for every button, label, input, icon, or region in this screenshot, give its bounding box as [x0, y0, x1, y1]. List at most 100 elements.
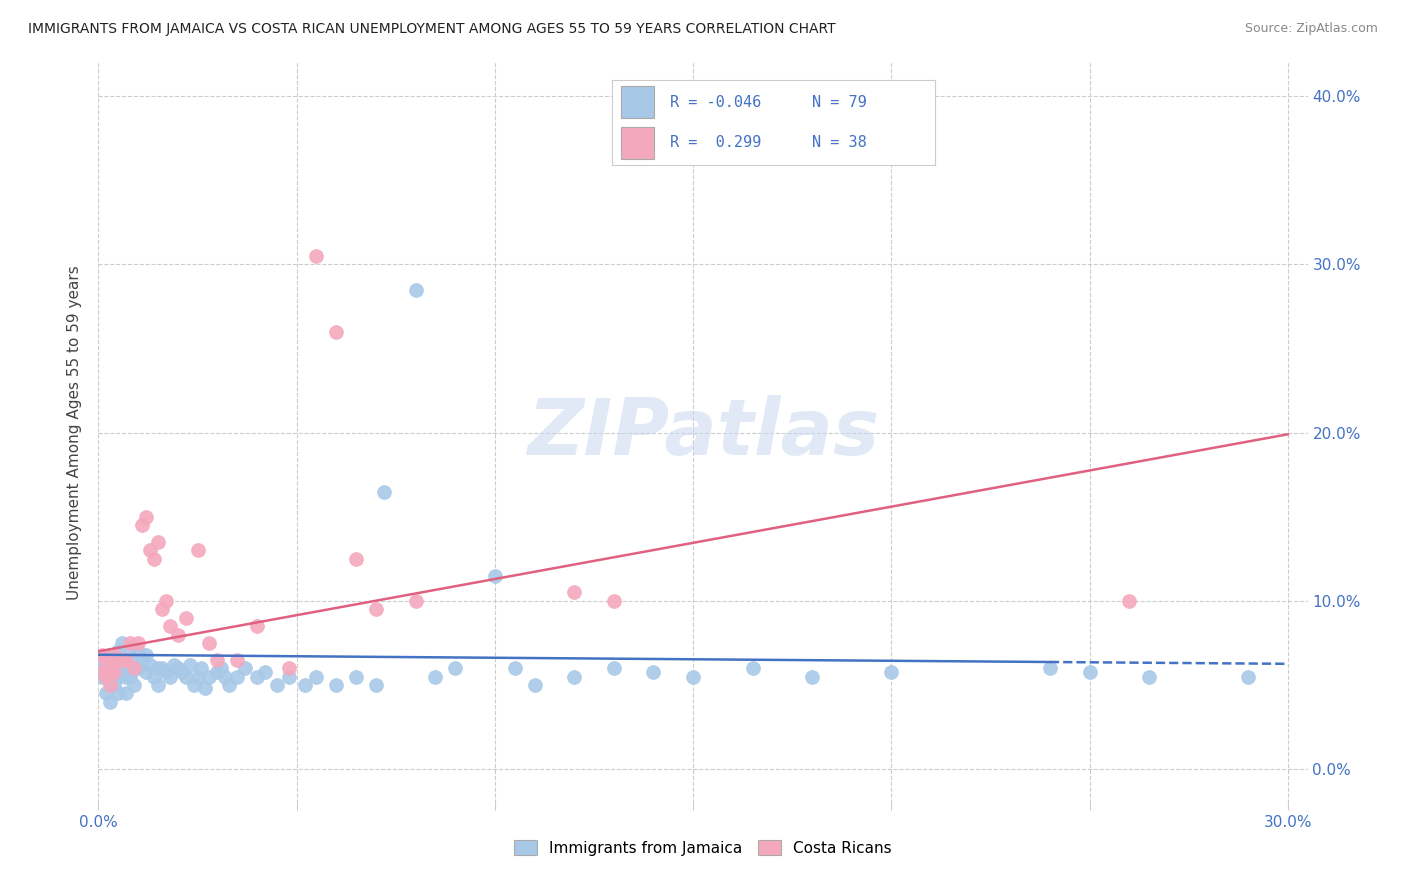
Point	[131, 653, 153, 667]
Point	[562, 670, 585, 684]
Point	[183, 678, 205, 692]
Point	[111, 636, 134, 650]
FancyBboxPatch shape	[621, 127, 654, 159]
FancyBboxPatch shape	[621, 87, 654, 119]
Point	[159, 670, 181, 684]
Point	[277, 661, 299, 675]
Point	[120, 640, 142, 655]
Point	[277, 670, 299, 684]
Point	[166, 661, 188, 675]
Point	[159, 619, 181, 633]
Point	[1078, 665, 1101, 679]
Point	[139, 657, 162, 672]
Y-axis label: Unemployment Among Ages 55 to 59 years: Unemployment Among Ages 55 to 59 years	[67, 265, 83, 600]
Text: Source: ZipAtlas.com: Source: ZipAtlas.com	[1244, 22, 1378, 36]
Point	[880, 665, 903, 679]
Point	[233, 661, 256, 675]
Point	[1039, 661, 1062, 675]
Point	[120, 670, 142, 684]
Point	[91, 653, 114, 667]
Text: R = -0.046: R = -0.046	[669, 95, 761, 110]
Point	[127, 661, 149, 675]
Point	[135, 648, 157, 662]
Point	[103, 665, 125, 679]
Point	[294, 678, 316, 692]
Point	[1237, 670, 1260, 684]
Point	[122, 661, 145, 675]
Point	[503, 661, 526, 675]
Point	[96, 653, 118, 667]
Point	[98, 695, 121, 709]
Point	[115, 686, 138, 700]
Point	[214, 670, 236, 684]
Point	[1118, 594, 1140, 608]
Point	[253, 665, 276, 679]
Point	[425, 670, 447, 684]
Point	[146, 535, 169, 549]
Text: N = 38: N = 38	[813, 136, 868, 151]
Point	[344, 551, 367, 566]
Point	[209, 661, 232, 675]
Point	[91, 648, 114, 662]
Point	[801, 670, 824, 684]
Point	[135, 665, 157, 679]
Point	[155, 665, 177, 679]
Point	[190, 661, 212, 675]
Point	[405, 283, 427, 297]
Point	[325, 678, 347, 692]
Point	[96, 686, 118, 700]
Text: ZIPatlas: ZIPatlas	[527, 394, 879, 471]
Point	[107, 661, 129, 675]
Point	[150, 661, 173, 675]
Point	[1137, 670, 1160, 684]
Point	[98, 678, 121, 692]
Point	[194, 681, 217, 696]
Point	[444, 661, 467, 675]
Point	[120, 653, 142, 667]
Point	[98, 648, 121, 662]
Point	[170, 665, 193, 679]
Point	[107, 686, 129, 700]
Point	[207, 665, 229, 679]
Point	[107, 670, 129, 684]
Point	[139, 543, 162, 558]
Point	[344, 670, 367, 684]
Point	[103, 661, 125, 675]
Point	[91, 670, 114, 684]
Point	[103, 648, 125, 662]
Point	[96, 661, 118, 675]
Point	[142, 551, 165, 566]
Point	[523, 678, 546, 692]
Point	[198, 636, 221, 650]
Point	[91, 665, 114, 679]
Text: N = 79: N = 79	[813, 95, 868, 110]
Point	[186, 543, 208, 558]
Point	[364, 602, 387, 616]
Point	[122, 678, 145, 692]
Point	[246, 670, 269, 684]
Point	[364, 678, 387, 692]
Text: R =  0.299: R = 0.299	[669, 136, 761, 151]
Point	[682, 670, 704, 684]
Point	[246, 619, 269, 633]
Point	[115, 670, 138, 684]
Point	[226, 653, 249, 667]
Point	[107, 644, 129, 658]
Point	[127, 644, 149, 658]
Point	[120, 636, 142, 650]
Point	[603, 661, 626, 675]
Point	[146, 661, 169, 675]
Point	[163, 657, 186, 672]
Point	[103, 653, 125, 667]
Point	[135, 509, 157, 524]
Point	[131, 518, 153, 533]
Legend: Immigrants from Jamaica, Costa Ricans: Immigrants from Jamaica, Costa Ricans	[508, 834, 898, 862]
Point	[325, 325, 347, 339]
Point	[111, 661, 134, 675]
Point	[150, 602, 173, 616]
Point	[174, 670, 197, 684]
Point	[107, 653, 129, 667]
Text: IMMIGRANTS FROM JAMAICA VS COSTA RICAN UNEMPLOYMENT AMONG AGES 55 TO 59 YEARS CO: IMMIGRANTS FROM JAMAICA VS COSTA RICAN U…	[28, 22, 835, 37]
Point	[111, 653, 134, 667]
Point	[127, 636, 149, 650]
